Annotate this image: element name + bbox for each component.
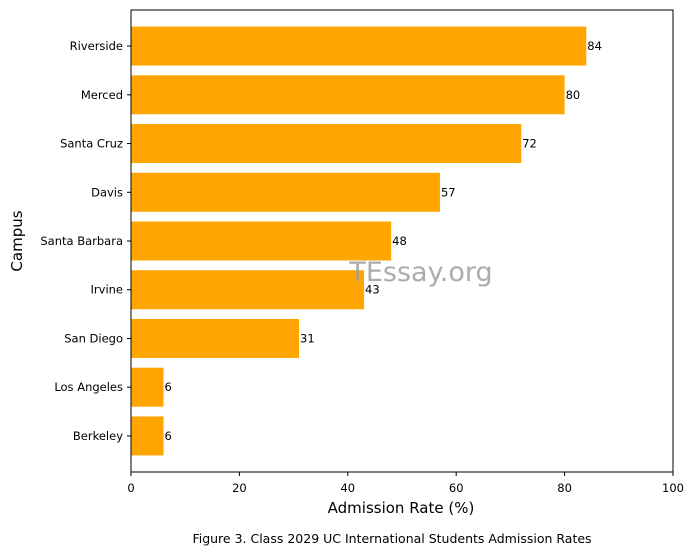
y-tick-label-san-diego: San Diego bbox=[64, 331, 123, 345]
x-tick-label-40: 40 bbox=[340, 481, 355, 495]
data-label-berkeley: 6 bbox=[165, 429, 172, 443]
x-tick-label-0: 0 bbox=[127, 481, 134, 495]
data-label-los-angeles: 6 bbox=[165, 380, 172, 394]
watermark: TEssay.org bbox=[348, 257, 492, 288]
plot-frame bbox=[130, 9, 674, 473]
bar-riverside bbox=[131, 26, 587, 66]
y-tick-label-irvine: Irvine bbox=[91, 283, 123, 297]
y-tick-label-santa-barbara: Santa Barbara bbox=[40, 234, 123, 248]
bar-davis bbox=[131, 172, 440, 212]
x-tick-label-100: 100 bbox=[662, 481, 684, 495]
x-tick-label-80: 80 bbox=[557, 481, 572, 495]
bar-santa-cruz bbox=[131, 124, 522, 164]
data-label-irvine: 43 bbox=[365, 283, 380, 297]
data-label-merced: 80 bbox=[566, 88, 581, 102]
data-label-santa-barbara: 48 bbox=[392, 234, 407, 248]
bar-merced bbox=[131, 75, 565, 115]
data-label-davis: 57 bbox=[441, 185, 456, 199]
bar-berkeley bbox=[131, 416, 164, 456]
y-tick-labels: Berkeley Los Angeles San Diego Irvine Santa … bbox=[40, 39, 131, 443]
y-tick-label-berkeley: Berkeley bbox=[73, 429, 123, 443]
bar-santa-barbara bbox=[131, 221, 392, 261]
y-tick-label-riverside: Riverside bbox=[70, 39, 123, 53]
data-label-san-diego: 31 bbox=[300, 331, 315, 345]
x-tick-label-60: 60 bbox=[449, 481, 464, 495]
bar-irvine bbox=[131, 270, 365, 310]
x-tick-label-20: 20 bbox=[232, 481, 247, 495]
data-label-riverside: 84 bbox=[587, 39, 602, 53]
bar-los-angeles bbox=[131, 367, 164, 407]
data-label-santa-cruz: 72 bbox=[522, 137, 537, 151]
data-labels: 6 6 31 43 48 57 72 80 84 bbox=[165, 39, 602, 443]
figure-caption: Figure 3. Class 2029 UC International St… bbox=[192, 531, 591, 546]
y-tick-label-los-angeles: Los Angeles bbox=[54, 380, 123, 394]
y-axis-title: Campus bbox=[8, 210, 26, 271]
x-ticks: 0 20 40 60 80 100 bbox=[127, 472, 684, 495]
bar-san-diego bbox=[131, 318, 300, 358]
bars-group bbox=[131, 26, 587, 456]
y-tick-label-santa-cruz: Santa Cruz bbox=[60, 137, 123, 151]
y-tick-label-davis: Davis bbox=[91, 185, 123, 199]
y-tick-label-merced: Merced bbox=[81, 88, 123, 102]
x-axis-title: Admission Rate (%) bbox=[328, 499, 475, 517]
